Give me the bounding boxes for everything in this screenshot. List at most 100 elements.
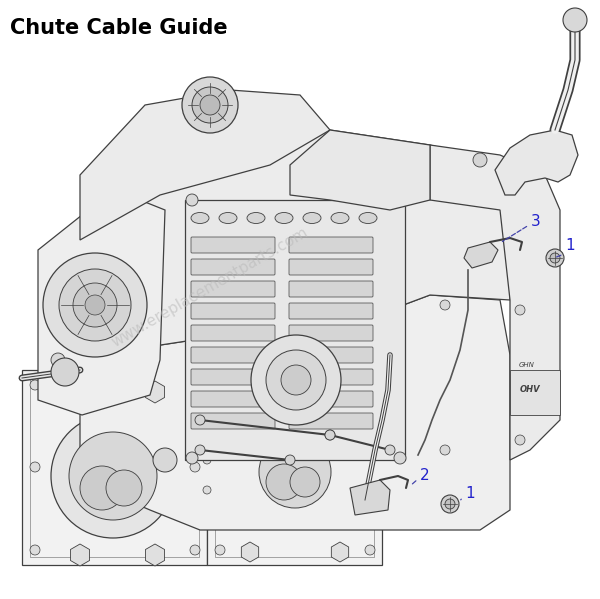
FancyBboxPatch shape [289, 237, 373, 253]
Circle shape [85, 295, 105, 315]
Circle shape [266, 464, 302, 500]
Circle shape [195, 415, 205, 425]
Bar [215, 398, 374, 557]
Circle shape [473, 153, 487, 167]
Circle shape [440, 300, 450, 310]
Circle shape [215, 398, 225, 408]
FancyBboxPatch shape [289, 369, 373, 385]
Circle shape [445, 499, 455, 509]
Circle shape [515, 435, 525, 445]
Polygon shape [70, 544, 89, 566]
Polygon shape [80, 295, 510, 530]
FancyBboxPatch shape [191, 259, 275, 275]
FancyBboxPatch shape [289, 325, 373, 341]
Polygon shape [290, 130, 430, 210]
Polygon shape [430, 145, 560, 460]
Circle shape [51, 353, 65, 367]
Ellipse shape [303, 213, 321, 223]
Circle shape [440, 445, 450, 455]
Circle shape [182, 77, 238, 133]
FancyBboxPatch shape [191, 391, 275, 407]
Bar [185, 200, 405, 460]
Ellipse shape [191, 213, 209, 223]
Circle shape [51, 358, 79, 386]
FancyBboxPatch shape [289, 303, 373, 319]
Circle shape [266, 350, 326, 410]
Circle shape [30, 545, 40, 555]
Circle shape [69, 432, 157, 520]
Ellipse shape [331, 213, 349, 223]
Circle shape [203, 426, 211, 434]
Circle shape [200, 95, 220, 115]
Circle shape [550, 253, 560, 263]
Circle shape [281, 365, 311, 395]
Bar [30, 378, 199, 557]
FancyBboxPatch shape [191, 347, 275, 363]
Polygon shape [331, 542, 349, 562]
Circle shape [153, 448, 177, 472]
FancyBboxPatch shape [191, 413, 275, 429]
Text: 2: 2 [420, 467, 430, 483]
Ellipse shape [275, 213, 293, 223]
Bar [207, 390, 382, 565]
Circle shape [441, 495, 459, 513]
Polygon shape [80, 90, 330, 240]
Circle shape [285, 455, 295, 465]
Polygon shape [38, 200, 165, 415]
FancyBboxPatch shape [289, 259, 373, 275]
FancyBboxPatch shape [191, 325, 275, 341]
FancyBboxPatch shape [191, 303, 275, 319]
Text: 1: 1 [565, 237, 575, 253]
Circle shape [325, 430, 335, 440]
Text: 3: 3 [531, 214, 541, 229]
Circle shape [80, 466, 124, 510]
FancyBboxPatch shape [191, 281, 275, 297]
Circle shape [251, 335, 341, 425]
Polygon shape [145, 544, 164, 566]
Bar [22, 370, 207, 565]
Circle shape [186, 194, 198, 206]
Polygon shape [495, 130, 578, 195]
Circle shape [30, 380, 40, 390]
Text: www.ereplacementparts.com: www.ereplacementparts.com [109, 225, 311, 350]
Circle shape [190, 462, 200, 472]
Ellipse shape [247, 213, 265, 223]
Circle shape [51, 414, 175, 538]
Circle shape [190, 545, 200, 555]
FancyBboxPatch shape [191, 369, 275, 385]
Circle shape [365, 398, 375, 408]
Circle shape [215, 545, 225, 555]
Circle shape [385, 445, 395, 455]
Circle shape [563, 8, 587, 32]
Bar [510, 370, 560, 415]
Circle shape [546, 249, 564, 267]
Circle shape [515, 305, 525, 315]
Ellipse shape [219, 213, 237, 223]
Text: 1: 1 [465, 486, 475, 501]
Polygon shape [464, 242, 498, 268]
Text: OHV: OHV [520, 386, 541, 395]
FancyBboxPatch shape [289, 413, 373, 429]
Text: GHN: GHN [519, 362, 535, 368]
Text: Chute Cable Guide: Chute Cable Guide [10, 18, 227, 38]
Circle shape [59, 269, 131, 341]
Circle shape [394, 194, 406, 206]
Circle shape [325, 430, 335, 440]
Circle shape [192, 87, 228, 123]
Polygon shape [241, 542, 259, 562]
Polygon shape [331, 390, 349, 410]
Circle shape [394, 452, 406, 464]
Circle shape [203, 456, 211, 464]
Polygon shape [350, 480, 390, 515]
Polygon shape [145, 381, 164, 403]
Polygon shape [241, 390, 259, 410]
FancyBboxPatch shape [289, 281, 373, 297]
FancyBboxPatch shape [289, 391, 373, 407]
Circle shape [290, 467, 320, 497]
Circle shape [195, 445, 205, 455]
Circle shape [203, 486, 211, 494]
Polygon shape [80, 130, 510, 355]
Circle shape [43, 253, 147, 357]
Circle shape [259, 436, 331, 508]
Circle shape [365, 545, 375, 555]
